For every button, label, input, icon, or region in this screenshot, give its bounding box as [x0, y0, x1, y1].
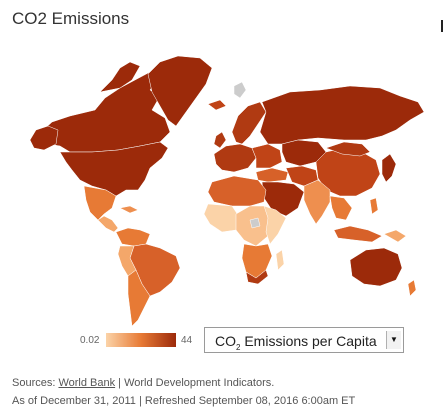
legend-gradient-bar — [106, 333, 176, 347]
region-no-data-africa[interactable] — [249, 217, 261, 229]
footer: Sources: World Bank | World Development … — [12, 374, 355, 410]
region-russia[interactable] — [259, 85, 425, 145]
region-india[interactable] — [303, 179, 331, 225]
region-mexico[interactable] — [83, 185, 117, 221]
region-iceland[interactable] — [207, 99, 227, 111]
region-central-america[interactable] — [97, 215, 119, 233]
metric-dropdown[interactable]: CO2 Emissions per Capita ▼ — [204, 327, 404, 353]
region-svalbard[interactable] — [233, 81, 247, 99]
region-greenland[interactable] — [147, 55, 213, 127]
region-turkey[interactable] — [255, 167, 289, 183]
region-canada-islands[interactable] — [99, 61, 141, 93]
region-north-africa[interactable] — [207, 175, 267, 207]
legend-min-label: 0.02 — [80, 335, 100, 346]
legend: 0.02 44 CO2 Emissions per Capita ▼ — [0, 326, 447, 356]
region-alaska[interactable] — [29, 125, 59, 151]
region-japan-korea[interactable] — [381, 153, 397, 183]
region-usa[interactable] — [59, 141, 169, 197]
region-venezuela-colombia[interactable] — [115, 227, 151, 247]
region-indonesia[interactable] — [333, 225, 383, 243]
region-caribbean[interactable] — [119, 205, 139, 214]
region-papua[interactable] — [383, 229, 407, 243]
as-of-line: As of December 31, 2011 | Refreshed Sept… — [12, 395, 356, 407]
dropdown-arrow-icon[interactable]: ▼ — [386, 331, 401, 349]
metric-dropdown-value: CO2 Emissions per Capita — [215, 333, 377, 352]
region-south-africa[interactable] — [245, 269, 269, 285]
region-australia[interactable] — [349, 247, 403, 287]
region-new-zealand[interactable] — [407, 279, 417, 297]
chart-title: CO2 Emissions — [12, 9, 130, 28]
sources-line: Sources: World Bank | World Development … — [12, 377, 275, 389]
region-southeast-asia[interactable] — [329, 195, 353, 221]
region-philippines[interactable] — [369, 197, 379, 215]
region-uk[interactable] — [213, 131, 227, 149]
region-west-africa[interactable] — [203, 203, 241, 233]
legend-max-label: 44 — [181, 335, 193, 346]
region-argentina-chile[interactable] — [127, 269, 151, 327]
world-map[interactable] — [0, 40, 447, 330]
region-scandinavia[interactable] — [231, 101, 267, 145]
region-middle-east[interactable] — [261, 181, 305, 217]
region-western-europe[interactable] — [213, 143, 257, 173]
region-mongolia[interactable] — [325, 141, 371, 157]
window-edge-marker — [441, 20, 443, 32]
world-map-svg[interactable] — [0, 40, 447, 330]
world-bank-link[interactable]: World Bank — [58, 377, 116, 389]
region-east-africa[interactable] — [263, 205, 287, 245]
region-madagascar[interactable] — [275, 249, 285, 271]
region-eastern-europe[interactable] — [251, 143, 283, 169]
